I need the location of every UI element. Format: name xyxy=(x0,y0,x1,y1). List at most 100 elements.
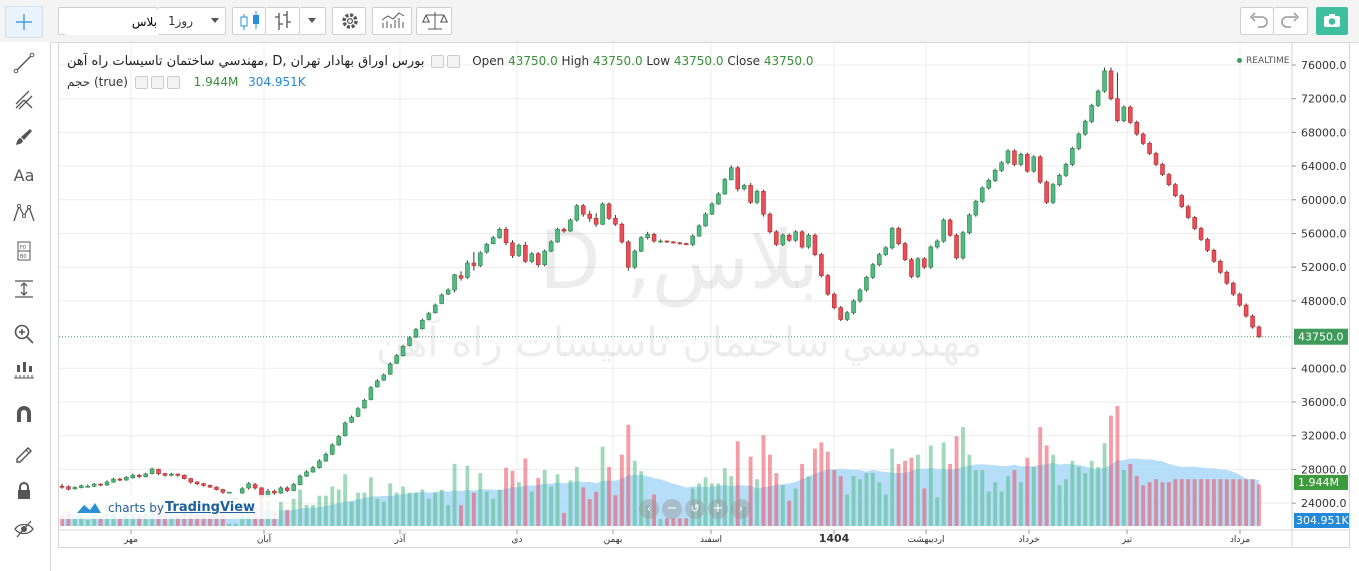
settings-mini-icon[interactable] xyxy=(447,55,461,68)
fib-tool-icon[interactable]: F0 B0 xyxy=(8,236,40,266)
price-chart[interactable]: بلاس, D مهندسي ساختمان تاسيسات راه آهن 760… xyxy=(59,43,1349,547)
candle-body xyxy=(1121,106,1127,121)
candle-body xyxy=(600,203,605,225)
brush-tool-icon[interactable] xyxy=(8,122,40,152)
time-tick-label: آبان xyxy=(257,533,272,545)
price-tick-label: 60000.0 xyxy=(1301,194,1347,207)
volume-bar xyxy=(665,518,669,526)
volume-bar xyxy=(85,519,90,526)
volume-bar xyxy=(394,492,399,526)
main-legend: مهندسي ساختمان تاسيسات راه آهن, D, بورس … xyxy=(67,54,814,69)
candle-body xyxy=(606,203,612,219)
text-tool-icon[interactable]: Aa xyxy=(13,165,35,185)
eye-icon[interactable] xyxy=(134,76,148,89)
chart-style-dropdown[interactable] xyxy=(300,7,326,35)
stay-in-drawing-mode-icon[interactable] xyxy=(8,438,40,468)
candle-body xyxy=(1037,156,1043,183)
candle-body xyxy=(458,275,464,279)
price-tick-label: 36000.0 xyxy=(1301,396,1347,409)
volume-bar xyxy=(986,491,991,526)
volume-bar xyxy=(175,516,180,526)
scroll-left-icon[interactable]: ‹ xyxy=(639,499,659,519)
candle-body xyxy=(979,187,985,202)
candle-body xyxy=(503,228,509,244)
candle-body xyxy=(1018,153,1024,165)
volume-bar xyxy=(948,463,953,526)
candle-body xyxy=(709,203,715,215)
volume-bar xyxy=(1179,479,1184,526)
candle-body xyxy=(149,468,155,474)
volume-bar xyxy=(613,495,618,526)
volume-bar xyxy=(1051,454,1055,526)
candle-body xyxy=(104,481,110,486)
volume-bar xyxy=(626,424,631,526)
volume-bar xyxy=(529,491,534,526)
undo-button[interactable] xyxy=(1240,7,1274,35)
settings-mini-icon[interactable] xyxy=(150,76,164,89)
symbol-search-box[interactable] xyxy=(58,7,159,35)
redo-button[interactable] xyxy=(1274,7,1308,35)
volume-bar xyxy=(1012,470,1017,526)
interval-dropdown[interactable]: 1روز xyxy=(158,7,226,35)
candle-body xyxy=(831,293,837,308)
volume-bar xyxy=(414,492,418,526)
volume-bar xyxy=(793,488,798,526)
tradingview-branding[interactable]: charts by TradingView xyxy=(59,495,279,519)
gear-icon xyxy=(342,13,358,29)
compare-symbols-button[interactable] xyxy=(416,7,452,35)
symbol-input[interactable] xyxy=(65,9,159,35)
settings-button[interactable] xyxy=(332,7,366,35)
candle-body xyxy=(85,485,91,488)
volume-bar xyxy=(787,500,792,526)
scroll-right-icon[interactable]: › xyxy=(731,499,751,519)
volume-bar xyxy=(877,482,882,526)
volume-bar xyxy=(941,442,946,526)
compare-button[interactable] xyxy=(266,7,300,35)
volume-bar xyxy=(574,466,579,526)
trend-line-tool-icon[interactable] xyxy=(8,48,40,78)
indicators-button[interactable] xyxy=(372,7,412,35)
candle-body xyxy=(664,240,670,243)
time-tick-label: بهمن xyxy=(604,535,623,545)
timescale-icon[interactable] xyxy=(8,355,40,385)
candle-body xyxy=(1089,105,1094,122)
pitchfork-tool-icon[interactable] xyxy=(8,85,40,115)
volume-ma-label: 304.951K xyxy=(1296,514,1349,527)
candle-body xyxy=(889,228,895,249)
volume-bar xyxy=(825,451,830,526)
zoom-in-icon[interactable] xyxy=(8,319,40,349)
candle-body xyxy=(677,242,683,245)
candle-body xyxy=(825,275,831,295)
hide-drawings-icon[interactable] xyxy=(8,514,40,544)
candle-body xyxy=(111,478,116,483)
volume-bar xyxy=(780,485,785,526)
volume-bar xyxy=(1199,479,1204,526)
volume-bar xyxy=(1076,466,1081,526)
zoom-out-icon[interactable]: − xyxy=(662,499,682,519)
measure-tool-icon[interactable] xyxy=(8,274,40,304)
volume-bar xyxy=(896,463,901,526)
snapshot-button[interactable] xyxy=(1316,7,1348,35)
zoom-in-icon[interactable]: + xyxy=(708,499,728,519)
candle-body xyxy=(864,276,869,291)
volume-bar xyxy=(677,518,682,526)
crosshair-cursor-icon[interactable] xyxy=(5,6,43,38)
reset-icon[interactable]: ↺ xyxy=(685,499,705,519)
chevron-down-icon xyxy=(308,18,316,23)
eye-icon[interactable] xyxy=(431,55,445,68)
volume-bar xyxy=(607,466,611,526)
candle-body xyxy=(1082,121,1088,135)
magnet-icon[interactable] xyxy=(8,400,40,430)
volume-bar xyxy=(845,494,850,526)
candle-body xyxy=(941,219,946,242)
candle-body xyxy=(1140,133,1146,144)
candle-body xyxy=(59,485,65,488)
candle-body xyxy=(1147,143,1152,154)
close-icon[interactable] xyxy=(166,76,180,89)
candles-button[interactable] xyxy=(232,7,266,35)
lock-icon[interactable] xyxy=(8,476,40,506)
camera-icon xyxy=(1324,14,1340,27)
volume-bar xyxy=(587,499,592,526)
candle-body xyxy=(1070,148,1075,165)
pattern-tool-icon[interactable] xyxy=(8,198,40,228)
